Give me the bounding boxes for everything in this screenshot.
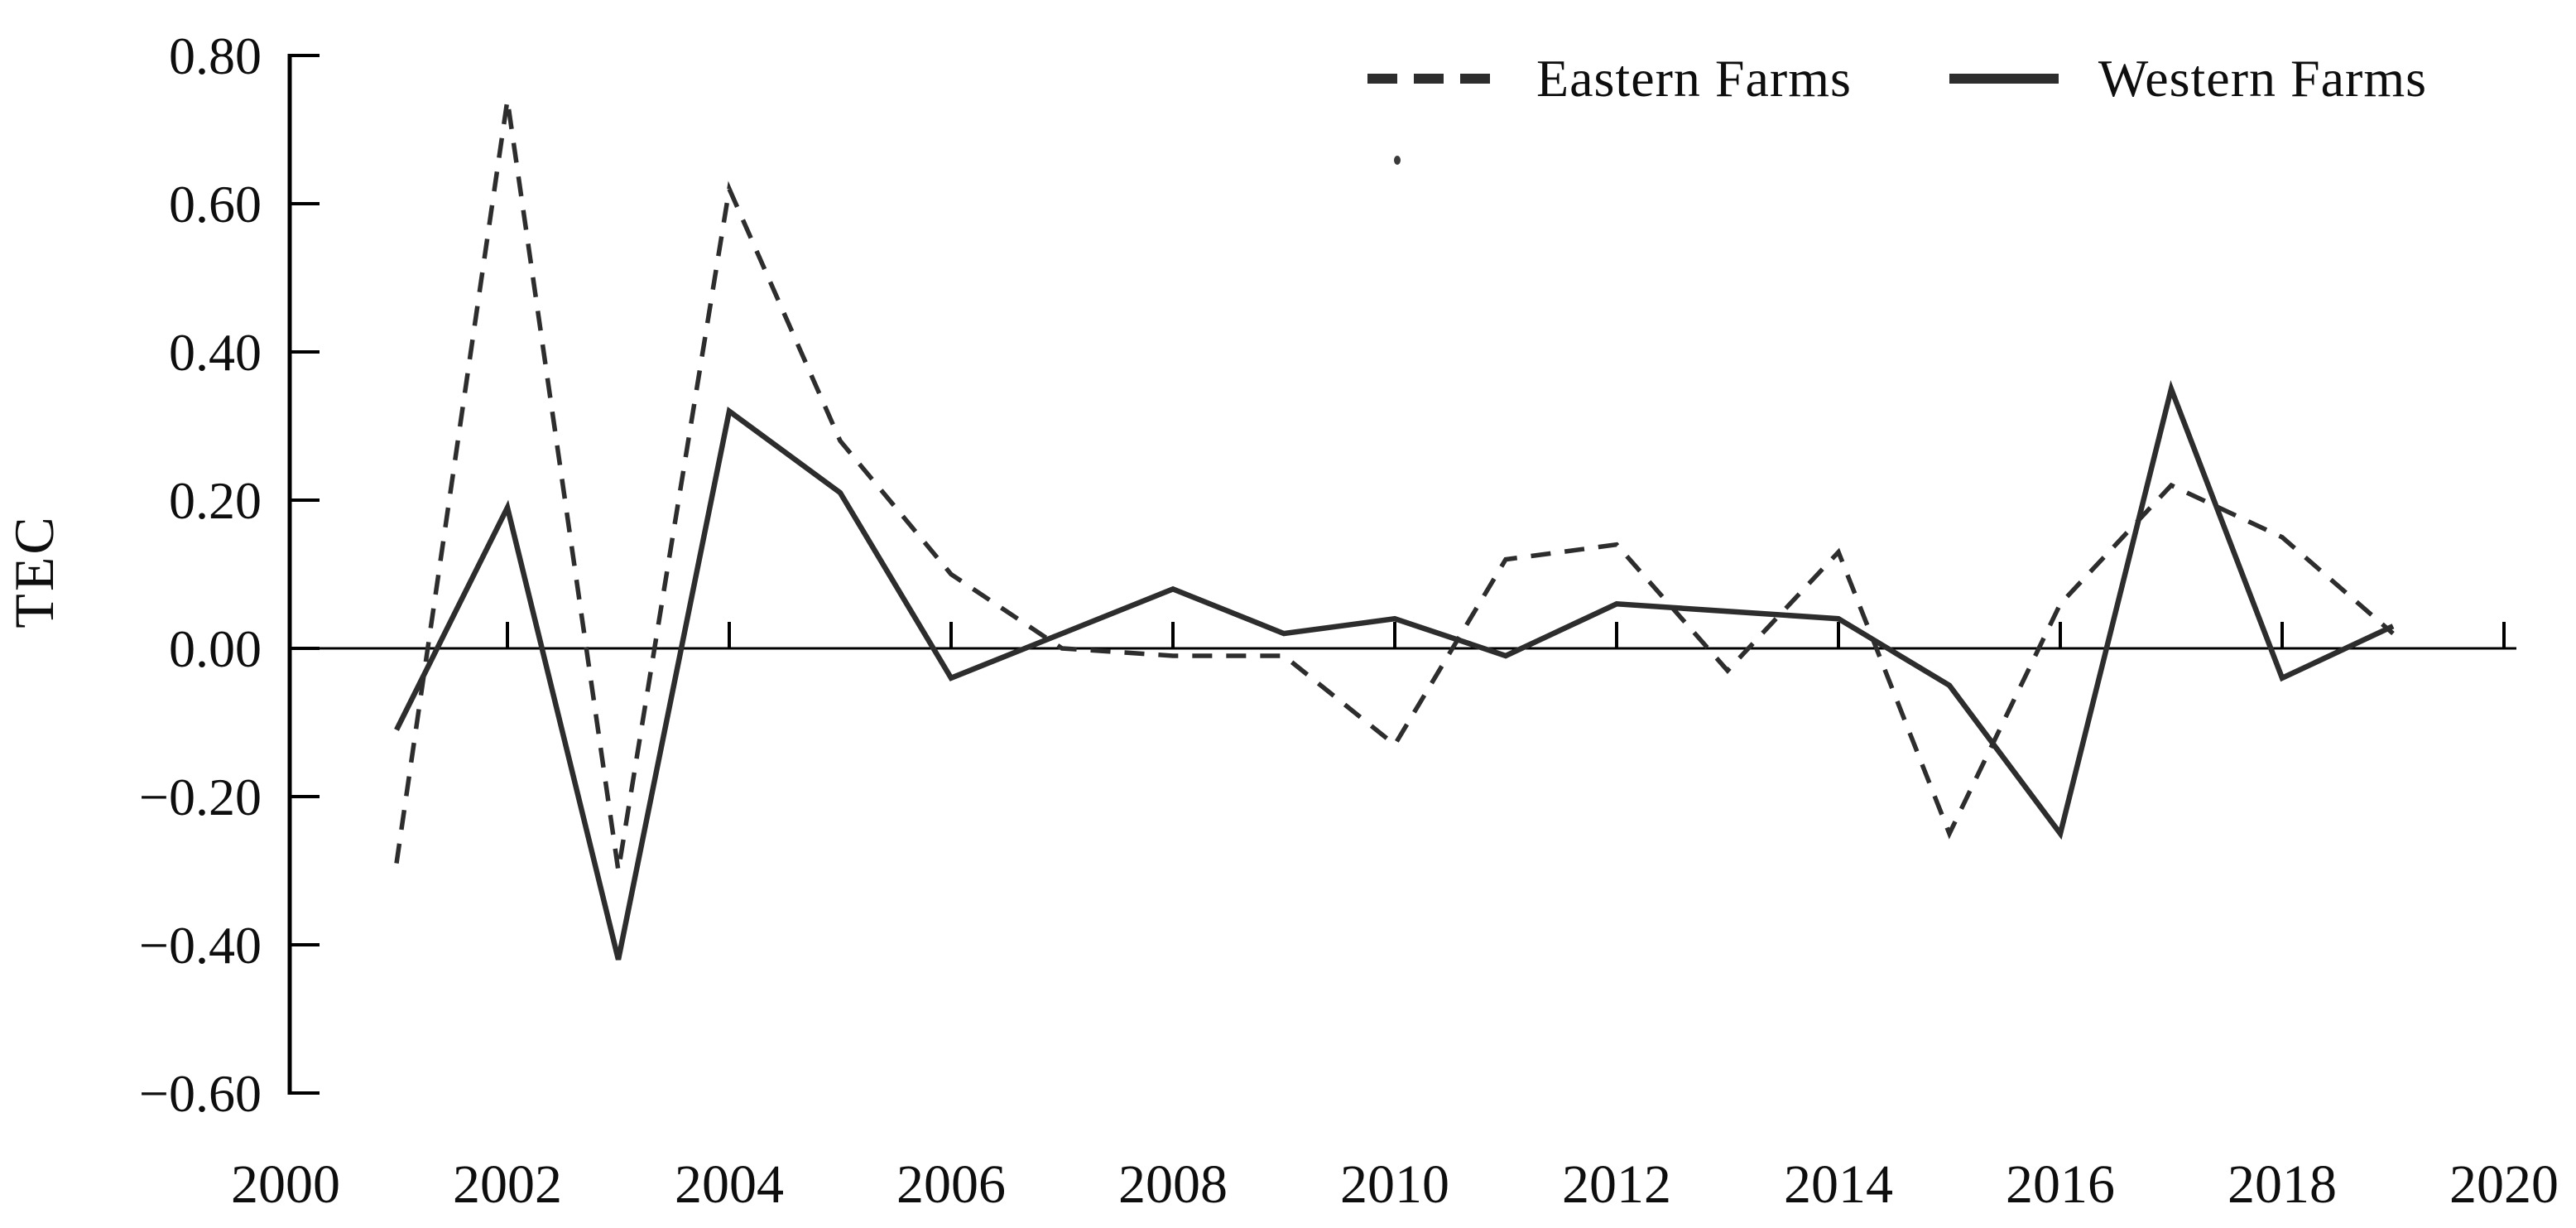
x-tick-label: 2004 bbox=[675, 1154, 784, 1215]
y-axis-title: TEC bbox=[2, 514, 65, 628]
x-tick-label: 2010 bbox=[1340, 1154, 1449, 1215]
series-eastern-farms bbox=[394, 99, 2395, 871]
western-farms-solid-line-icon bbox=[1949, 74, 2059, 84]
eastern-farms-dashed-line-icon bbox=[1367, 74, 1490, 84]
y-tick-label: 0.20 bbox=[169, 471, 262, 530]
stray-mark-artifact bbox=[1394, 156, 1401, 165]
x-tick-label: 2014 bbox=[1784, 1154, 1893, 1215]
legend: Eastern Farms Western Farms bbox=[1367, 48, 2427, 109]
series-western-farms bbox=[394, 379, 2395, 961]
x-tick-label: 2002 bbox=[453, 1154, 562, 1215]
y-tick-label: 0.60 bbox=[169, 175, 262, 234]
y-tick-label: 0.80 bbox=[169, 26, 262, 85]
x-tick-label: 2012 bbox=[1562, 1154, 1671, 1215]
x-tick-label: 2000 bbox=[231, 1154, 340, 1215]
y-tick-label: −0.60 bbox=[139, 1064, 262, 1123]
x-tick-label: 2008 bbox=[1118, 1154, 1228, 1215]
legend-label-eastern-farms: Eastern Farms bbox=[1536, 49, 1852, 108]
y-tick-label: 0.00 bbox=[169, 619, 262, 678]
legend-label-western-farms: Western Farms bbox=[2098, 49, 2427, 108]
x-tick-label: 2016 bbox=[2006, 1154, 2115, 1215]
x-tick-label: 2020 bbox=[2449, 1154, 2559, 1215]
x-tick-label: 2018 bbox=[2228, 1154, 2337, 1215]
y-tick-label: 0.40 bbox=[169, 323, 262, 382]
x-tick-label: 2006 bbox=[896, 1154, 1006, 1215]
y-tick-label: −0.40 bbox=[139, 916, 262, 975]
y-tick-label: −0.20 bbox=[139, 768, 262, 826]
